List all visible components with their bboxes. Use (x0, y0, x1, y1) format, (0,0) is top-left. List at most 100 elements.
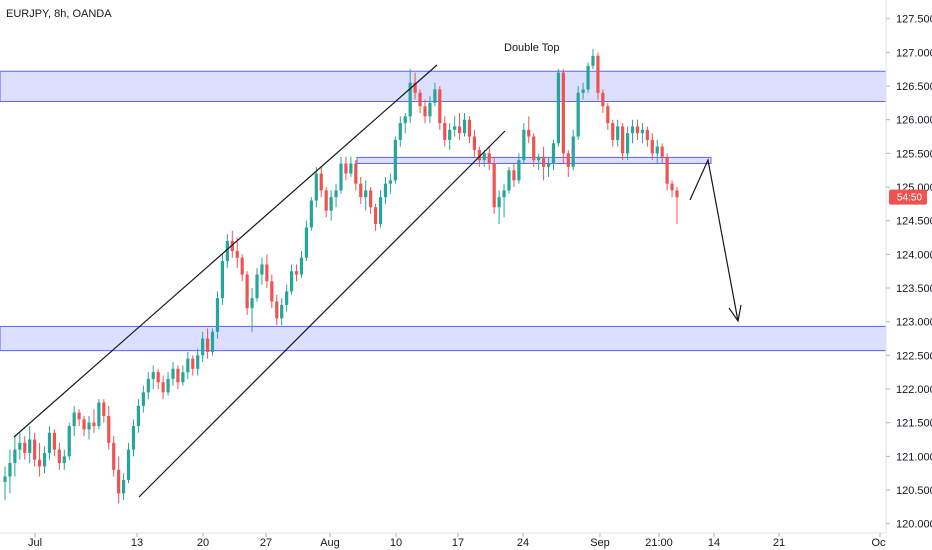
candle-body[interactable] (408, 82, 412, 117)
candle-body[interactable] (457, 126, 462, 134)
candle-body[interactable] (112, 442, 116, 470)
candle-body[interactable] (107, 415, 111, 443)
candle-body[interactable] (151, 372, 155, 379)
candle-body[interactable] (388, 180, 393, 184)
candle-body[interactable] (640, 129, 645, 134)
candle-body[interactable] (670, 183, 674, 191)
candle-body[interactable] (210, 331, 215, 352)
candle-body[interactable] (136, 405, 141, 427)
price-axis[interactable]: 127.500127.000126.500126.000125.500125.0… (885, 0, 932, 533)
candle-body[interactable] (28, 439, 32, 453)
candle-body[interactable] (611, 123, 615, 140)
candle-body[interactable] (655, 146, 659, 154)
candle-body[interactable] (319, 173, 323, 191)
candle-body[interactable] (675, 190, 679, 198)
candle-body[interactable] (344, 163, 348, 174)
channel-lower-line[interactable] (138, 130, 506, 498)
candle-body[interactable] (369, 190, 373, 208)
candle-body[interactable] (586, 65, 590, 90)
candle-body[interactable] (591, 55, 595, 66)
candle-body[interactable] (37, 459, 42, 467)
candle-body[interactable] (383, 183, 388, 198)
candle-body[interactable] (403, 116, 407, 124)
candle-body[interactable] (541, 156, 546, 167)
candle-body[interactable] (141, 392, 145, 406)
candle-body[interactable] (438, 89, 442, 124)
candle-body[interactable] (260, 264, 264, 275)
candle-body[interactable] (171, 368, 175, 379)
candle-body[interactable] (240, 257, 244, 275)
candle-body[interactable] (413, 82, 417, 93)
candle-body[interactable] (181, 372, 185, 383)
candle-body[interactable] (517, 160, 521, 181)
candle-body[interactable] (87, 422, 91, 430)
channel-upper-line[interactable] (13, 64, 438, 438)
candle-body[interactable] (665, 156, 669, 184)
candle-body[interactable] (645, 129, 649, 140)
candle-body[interactable] (82, 419, 86, 430)
candle-body[interactable] (482, 153, 486, 161)
candle-body[interactable] (472, 136, 477, 151)
candle-body[interactable] (52, 432, 57, 450)
candle-body[interactable] (423, 106, 427, 117)
candle-body[interactable] (270, 281, 274, 302)
candle-body[interactable] (309, 200, 313, 228)
candle-body[interactable] (280, 304, 284, 319)
candle-body[interactable] (230, 240, 234, 252)
candle-body[interactable] (225, 240, 229, 262)
candle-body[interactable] (156, 372, 160, 383)
candle-body[interactable] (625, 133, 630, 154)
candle-body[interactable] (201, 338, 205, 356)
candle-body[interactable] (117, 469, 121, 494)
candle-body[interactable] (126, 449, 131, 480)
candle-body[interactable] (314, 173, 318, 201)
candle-body[interactable] (191, 358, 195, 369)
candle-body[interactable] (443, 123, 447, 140)
candle-body[interactable] (561, 72, 565, 154)
candle-body[interactable] (3, 476, 7, 482)
candle-body[interactable] (507, 170, 511, 191)
candle-body[interactable] (255, 274, 259, 299)
candle-body[interactable] (289, 271, 294, 292)
candle-body[interactable] (250, 298, 254, 309)
candle-body[interactable] (630, 126, 635, 134)
candle-body[interactable] (235, 251, 239, 258)
candle-body[interactable] (571, 136, 575, 167)
candle-body[interactable] (492, 163, 496, 208)
candle-body[interactable] (566, 153, 570, 167)
candle-body[interactable] (47, 432, 52, 453)
candle-body[interactable] (294, 271, 299, 275)
candle-body[interactable] (601, 92, 605, 107)
candle-body[interactable] (92, 422, 96, 427)
candle-body[interactable] (62, 456, 66, 464)
zone-rect[interactable] (0, 325, 887, 352)
candle-body[interactable] (378, 197, 383, 225)
candle-body[interactable] (121, 479, 126, 494)
candle-body[interactable] (635, 126, 640, 134)
candle-body[interactable] (72, 412, 76, 427)
candle-body[interactable] (57, 449, 61, 464)
candle-body[interactable] (453, 126, 457, 130)
candle-body[interactable] (339, 163, 343, 191)
candle-body[interactable] (166, 378, 170, 393)
candle-body[interactable] (551, 143, 556, 164)
zone-rect[interactable] (0, 70, 887, 103)
candle-body[interactable] (581, 89, 585, 93)
candle-body[interactable] (131, 426, 136, 450)
candle-body[interactable] (299, 257, 304, 275)
candle-body[interactable] (522, 129, 526, 161)
candle-body[interactable] (373, 207, 378, 225)
candle-body[interactable] (596, 55, 600, 93)
candle-body[interactable] (176, 368, 180, 383)
candle-body[interactable] (161, 382, 165, 393)
candle-body[interactable] (349, 163, 353, 174)
candle-body[interactable] (418, 92, 422, 107)
candle-body[interactable] (364, 190, 368, 198)
candle-body[interactable] (497, 197, 501, 208)
time-axis[interactable]: Jul 13 20 27 Aug 10 17 24 Sep 21:00 14 21 Oct (0, 532, 889, 550)
candle-body[interactable] (433, 89, 437, 103)
projection-arrow-path[interactable] (689, 158, 739, 322)
candle-body[interactable] (398, 123, 402, 140)
candle-body[interactable] (196, 355, 200, 369)
